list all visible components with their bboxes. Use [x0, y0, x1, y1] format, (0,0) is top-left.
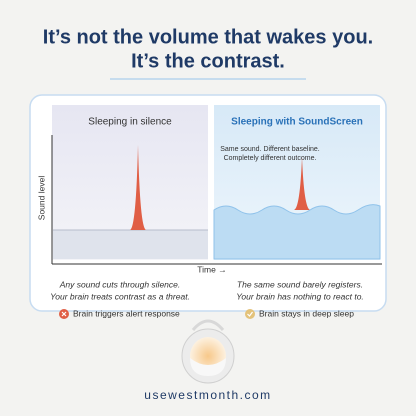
spike: [130, 145, 146, 230]
noise-area: [213, 204, 381, 260]
url: usewestmonth.com: [144, 388, 271, 402]
outcome: Brain stays in deep sleep: [259, 308, 354, 318]
panel-title: Sleeping in silence: [88, 117, 172, 128]
y-axis-label: Sound level: [36, 176, 46, 221]
caption: Any sound cuts through silence.: [59, 279, 181, 289]
panel-title: Sleeping with SoundScreen: [231, 117, 363, 128]
alert-icon: [61, 311, 67, 317]
baseline-area: [53, 230, 208, 259]
caption: Your brain has nothing to react to.: [236, 291, 364, 301]
title-line: It’s the contrast.: [131, 50, 285, 72]
check-icon: [247, 311, 253, 317]
title-line: It’s not the volume that wakes you.: [43, 26, 373, 48]
note: Same sound. Different baseline.: [220, 146, 320, 153]
device-base: [190, 358, 226, 376]
caption: The same sound barely registers.: [237, 279, 363, 289]
device-handle: [191, 319, 225, 331]
spike: [294, 157, 310, 210]
x-axis-label: Time →: [197, 264, 226, 274]
caption: Your brain treats contrast as a threat.: [50, 291, 190, 301]
check-icon: [245, 309, 255, 319]
outcome: Brain triggers alert response: [73, 308, 180, 318]
note: Completely different outcome.: [224, 155, 317, 162]
